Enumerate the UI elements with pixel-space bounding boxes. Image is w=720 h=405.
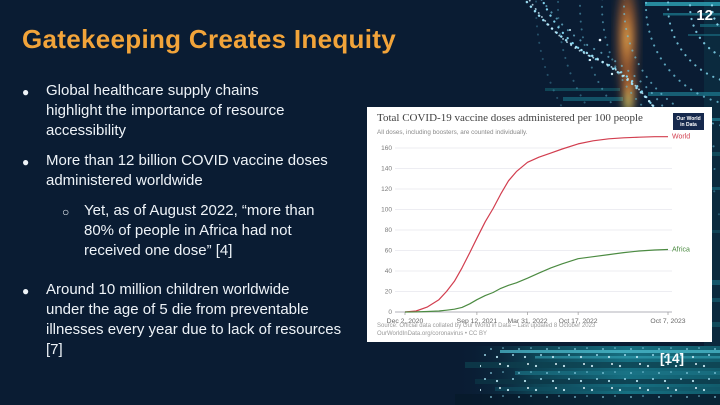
series-line-world <box>404 136 668 313</box>
bullet-text: More than 12 billion COVID vaccine doses… <box>46 152 328 189</box>
citation-badge: [14] <box>660 351 685 366</box>
x-tick-label: Mar 31, 2022 <box>507 318 547 325</box>
orange-glow-decoration <box>614 0 640 120</box>
series-label-world: World <box>672 134 690 141</box>
bullet-text: Global healthcare supply chains highligh… <box>46 82 285 139</box>
y-tick-label: 60 <box>385 248 393 255</box>
owid-logo-line2: in Data <box>680 122 697 128</box>
x-tick-label: Sep 12, 2021 <box>457 318 498 325</box>
bullet-text: Yet, as of August 2022, “more than 80% o… <box>84 202 315 259</box>
y-tick-label: 80 <box>385 227 393 234</box>
list-item: ● Around 10 million children worldwide u… <box>22 280 362 360</box>
page-number: 12 <box>696 7 713 24</box>
chart-source-line2: OurWorldInData.org/coronavirus • CC BY <box>377 330 488 337</box>
x-tick-label: Oct 17, 2022 <box>559 318 598 325</box>
page-title: Gatekeeping Creates Inequity <box>22 24 396 54</box>
chart-source-line1: Source: Official data collated by Our Wo… <box>377 323 596 329</box>
bullet-list: ● Global healthcare supply chains highli… <box>22 81 362 360</box>
dna-helix-decoration <box>523 0 665 120</box>
chart-source: Source: Official data collated by Our Wo… <box>377 323 595 338</box>
list-item: ● More than 12 billion COVID vaccine dos… <box>22 151 362 191</box>
teal-band-decoration <box>455 346 720 405</box>
y-tick-label: 40 <box>385 268 393 275</box>
y-tick-label: 100 <box>381 207 392 214</box>
bullet-icon: ● <box>22 155 30 169</box>
x-tick-label: Oct 7, 2023 <box>650 318 685 325</box>
owid-logo: Our World in Data <box>673 113 704 130</box>
particle-fan-decoration <box>535 0 720 216</box>
x-tick-label: Dec 2, 2020 <box>387 318 424 325</box>
chart-subtitle: All doses, including boosters, are count… <box>377 129 528 136</box>
series-label-africa: Africa <box>672 246 690 253</box>
list-item: ● Global healthcare supply chains highli… <box>22 81 362 141</box>
bullet-text: Around 10 million children worldwide und… <box>46 281 342 358</box>
bullet-icon: ● <box>22 85 30 99</box>
y-tick-label: 0 <box>388 309 392 316</box>
y-tick-label: 160 <box>381 145 392 152</box>
chart-title: Total COVID-19 vaccine doses administere… <box>377 112 643 124</box>
chart-plot: 0 20 40 60 80 100 120 140 160 Dec 2, 2020 Sep 12, … <box>381 134 690 325</box>
series-line-africa <box>404 248 669 313</box>
y-tick-label: 20 <box>385 289 393 296</box>
bullet-icon: ● <box>22 284 30 298</box>
bullet-icon-hollow: ○ <box>62 205 70 219</box>
owid-logo-line1: Our World <box>676 116 701 122</box>
owid-chart-card: 0 20 40 60 80 100 120 140 160 Dec 2, 2020 Sep 12, … <box>367 107 712 342</box>
y-tick-label: 120 <box>381 186 392 193</box>
list-item-sub: ○ Yet, as of August 2022, “more than 80%… <box>62 201 362 261</box>
y-tick-label: 140 <box>381 166 392 173</box>
